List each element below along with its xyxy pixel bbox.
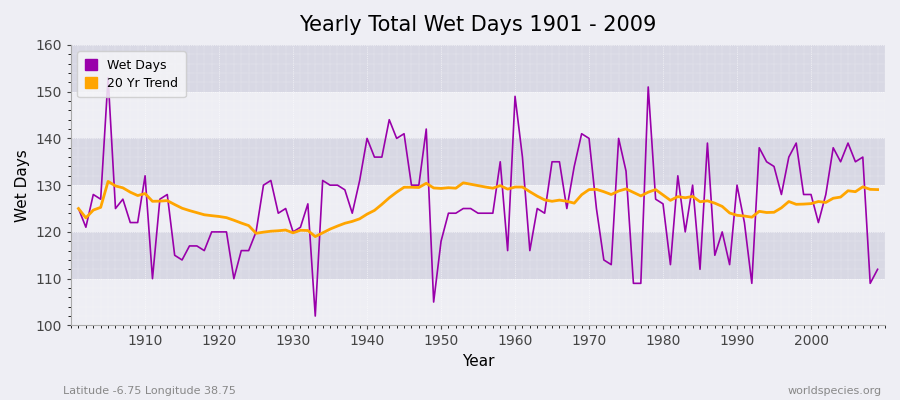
Wet Days xyxy=(355,178,365,183)
20 Yr Trend xyxy=(310,234,320,239)
Wet Days xyxy=(517,155,527,160)
Bar xyxy=(71,45,885,92)
Line: Wet Days: Wet Days xyxy=(78,78,878,316)
20 Yr Trend xyxy=(302,228,313,233)
20 Yr Trend xyxy=(517,185,527,190)
Wet Days xyxy=(613,136,624,141)
Bar xyxy=(71,138,885,185)
Y-axis label: Wet Days: Wet Days xyxy=(15,149,30,222)
Line: 20 Yr Trend: 20 Yr Trend xyxy=(78,182,878,236)
Bar xyxy=(71,279,885,326)
Wet Days xyxy=(73,206,84,211)
Wet Days xyxy=(525,248,535,253)
20 Yr Trend xyxy=(872,187,883,192)
Bar xyxy=(71,232,885,279)
20 Yr Trend xyxy=(73,206,84,211)
Bar xyxy=(71,185,885,232)
Wet Days xyxy=(872,267,883,272)
Wet Days xyxy=(140,174,150,178)
20 Yr Trend xyxy=(525,189,535,194)
20 Yr Trend xyxy=(140,191,150,196)
Text: worldspecies.org: worldspecies.org xyxy=(788,386,882,396)
Wet Days xyxy=(302,202,313,206)
Wet Days xyxy=(310,314,320,318)
Wet Days xyxy=(103,75,113,80)
Legend: Wet Days, 20 Yr Trend: Wet Days, 20 Yr Trend xyxy=(77,51,185,97)
20 Yr Trend xyxy=(355,216,365,221)
20 Yr Trend xyxy=(613,188,624,193)
Title: Yearly Total Wet Days 1901 - 2009: Yearly Total Wet Days 1901 - 2009 xyxy=(300,15,657,35)
20 Yr Trend xyxy=(103,179,113,184)
Text: Latitude -6.75 Longitude 38.75: Latitude -6.75 Longitude 38.75 xyxy=(63,386,236,396)
Bar xyxy=(71,92,885,138)
X-axis label: Year: Year xyxy=(462,354,494,369)
